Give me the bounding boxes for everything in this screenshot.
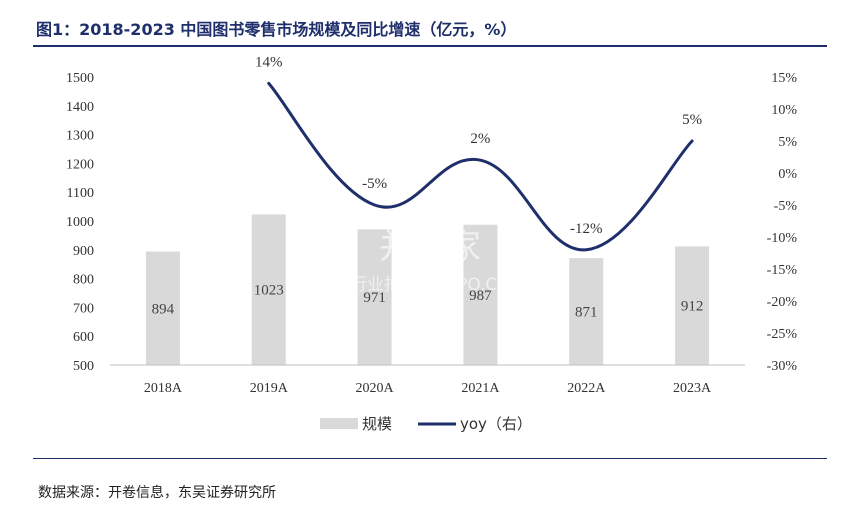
bar-2021A: [463, 224, 498, 365]
right-tick-0%: 0%: [778, 167, 797, 182]
right-tick--5%: -5%: [774, 199, 798, 214]
right-tick-5%: 5%: [778, 135, 797, 150]
left-tick-1500: 1500: [66, 71, 94, 86]
chart: 2018A 2019A 2020A 2021A 2022A 2023A 500 600 700…: [66, 54, 798, 433]
bar-label-2023A: 912: [681, 299, 704, 315]
left-tick-1100: 1100: [67, 186, 94, 201]
x-tick-2021A: 2021A: [461, 381, 500, 396]
right-tick--15%: -15%: [767, 263, 798, 278]
left-tick-1400: 1400: [66, 100, 94, 115]
bar-2022A: [569, 258, 604, 365]
x-tick-labels: 2018A 2019A 2020A 2021A 2022A 2023A: [144, 381, 712, 396]
yoy-line: [267, 81, 694, 252]
chart-title: 图1：2018-2023 中国图书零售市场规模及同比增速（亿元，%）: [36, 20, 517, 39]
left-tick-1000: 1000: [66, 215, 94, 230]
title-rule: [33, 45, 827, 47]
right-tick--20%: -20%: [767, 295, 798, 310]
left-tick-1300: 1300: [66, 129, 94, 144]
x-tick-2022A: 2022A: [567, 381, 606, 396]
left-axis-ticks: 500 600 700 800 900 1000 1100 1200 1300 1400 1500: [66, 71, 94, 374]
legend: 规模 yoy（右）: [320, 415, 532, 433]
left-tick-700: 700: [73, 301, 94, 316]
watermark-sub: 行业报告 IPOIPO.CN: [350, 275, 510, 295]
legend-bar-label: 规模: [362, 415, 392, 433]
yoy-value-labels: 14% -5% 2% -12% 5%: [255, 54, 702, 236]
left-tick-1200: 1200: [66, 157, 94, 172]
right-tick--10%: -10%: [767, 231, 798, 246]
x-tick-2019A: 2019A: [250, 381, 289, 396]
yoy-label-2019A: 14%: [255, 54, 283, 70]
bar-label-2020A: 971: [363, 290, 386, 306]
watermark-brand: 并购家: [379, 227, 481, 267]
bar-label-2021A: 987: [469, 288, 492, 304]
left-tick-900: 900: [73, 244, 94, 259]
yoy-label-2022A: -12%: [570, 221, 603, 237]
bar-2020A: [357, 229, 392, 365]
bar-label-2018A: 894: [152, 301, 175, 317]
x-tick-2020A: 2020A: [356, 381, 395, 396]
x-tick-2018A: 2018A: [144, 381, 183, 396]
yoy-label-2023A: 5%: [682, 112, 702, 128]
legend-line-label: yoy（右）: [460, 415, 532, 433]
x-tick-2023A: 2023A: [673, 381, 712, 396]
bar-label-2019A: 1023: [254, 283, 284, 299]
watermark: 并购家 行业报告 IPOIPO.CN: [350, 227, 510, 295]
right-tick--30%: -30%: [767, 359, 798, 374]
left-tick-500: 500: [73, 359, 94, 374]
yoy-label-2020A: -5%: [362, 176, 387, 192]
data-source: 数据来源：开卷信息，东吴证券研究所: [38, 485, 276, 501]
yoy-label-2021A: 2%: [470, 131, 490, 147]
bar-label-2022A: 871: [575, 305, 598, 321]
right-axis-ticks: -30% -25% -20% -15% -10% -5% 0% 5% 10% 15%: [767, 71, 798, 374]
left-tick-600: 600: [73, 330, 94, 345]
right-tick--25%: -25%: [767, 327, 798, 342]
bar-group: [145, 214, 710, 365]
left-tick-800: 800: [73, 273, 94, 288]
right-tick-10%: 10%: [771, 103, 797, 118]
legend-bar-swatch: [320, 418, 358, 429]
footer-rule: [33, 458, 827, 459]
right-tick-15%: 15%: [771, 71, 797, 86]
bar-2019A: [251, 214, 286, 365]
bar-2023A: [675, 246, 710, 365]
bar-2018A: [145, 251, 180, 365]
bar-value-labels: 894 1023 971 987 871 912: [152, 283, 704, 321]
